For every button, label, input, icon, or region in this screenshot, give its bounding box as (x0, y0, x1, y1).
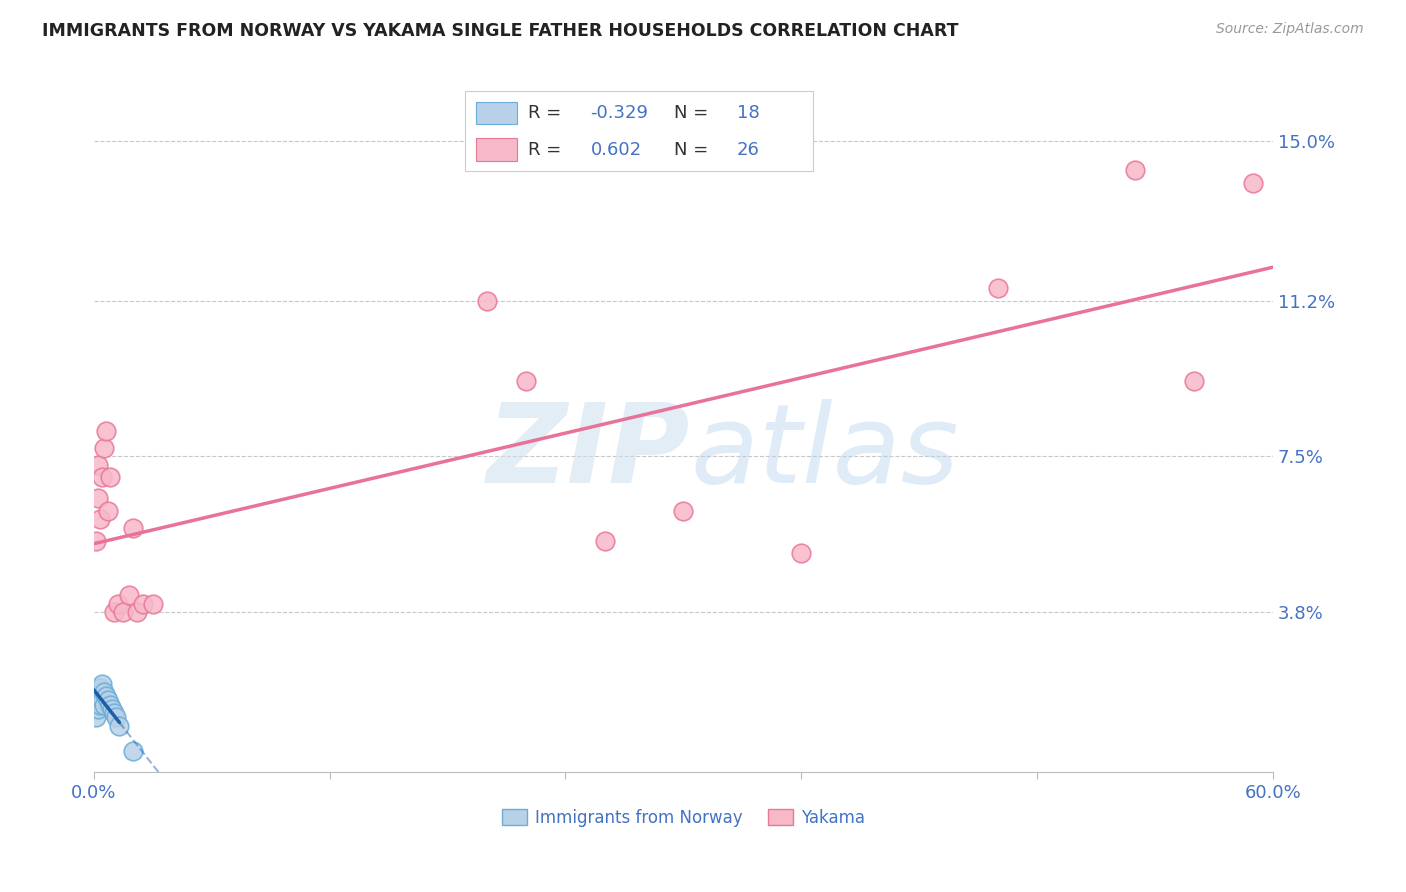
Point (108, 719, 131, 733)
Point (122, 521, 145, 535)
Point (475, 293, 498, 308)
Point (132, 597, 155, 611)
Text: 26: 26 (737, 141, 759, 159)
Point (103, 605, 125, 619)
Text: 18: 18 (737, 103, 759, 122)
Text: atlas: atlas (690, 399, 959, 506)
Point (515, 374, 537, 388)
Text: R =: R = (527, 141, 567, 159)
Point (1123, 163, 1146, 178)
Point (122, 744, 145, 758)
Point (127, 605, 149, 619)
Point (93, 698, 115, 712)
Text: IMMIGRANTS FROM NORWAY VS YAKAMA SINGLE FATHER HOUSEHOLDS CORRELATION CHART: IMMIGRANTS FROM NORWAY VS YAKAMA SINGLE … (42, 22, 959, 40)
Point (118, 588, 141, 602)
Text: ZIP: ZIP (488, 399, 690, 506)
Point (89, 681, 111, 695)
Point (100, 702, 122, 716)
Point (93, 441, 115, 455)
Point (98, 698, 121, 712)
Point (98, 470, 121, 484)
FancyBboxPatch shape (465, 91, 813, 171)
Point (84, 710, 107, 724)
Point (1182, 374, 1205, 388)
Text: N =: N = (673, 103, 714, 122)
Point (90, 470, 112, 484)
Point (94, 690, 117, 704)
Point (87, 702, 110, 716)
Point (790, 546, 813, 560)
Point (94, 424, 117, 438)
Point (142, 597, 165, 611)
Point (112, 605, 135, 619)
Legend: Immigrants from Norway, Yakama: Immigrants from Norway, Yakama (495, 802, 872, 833)
Text: R =: R = (527, 103, 567, 122)
Point (1241, 176, 1264, 190)
Point (107, 597, 129, 611)
Point (593, 533, 616, 548)
Point (89, 698, 111, 712)
Point (89, 512, 111, 526)
Point (987, 281, 1010, 295)
Point (87, 685, 110, 699)
Point (87, 458, 110, 472)
Point (97, 693, 120, 707)
Text: Source: ZipAtlas.com: Source: ZipAtlas.com (1216, 22, 1364, 37)
Point (90, 693, 112, 707)
Point (97, 504, 120, 518)
Point (93, 685, 115, 699)
Bar (475, 102, 517, 124)
Point (84, 533, 107, 548)
Text: N =: N = (673, 141, 714, 159)
Text: -0.329: -0.329 (591, 103, 648, 122)
Text: 0.602: 0.602 (591, 141, 641, 159)
Point (84, 690, 107, 704)
Point (103, 706, 125, 720)
Point (104, 710, 127, 724)
Point (672, 504, 695, 518)
Point (90, 676, 112, 690)
Point (87, 491, 110, 506)
Bar (475, 138, 517, 161)
